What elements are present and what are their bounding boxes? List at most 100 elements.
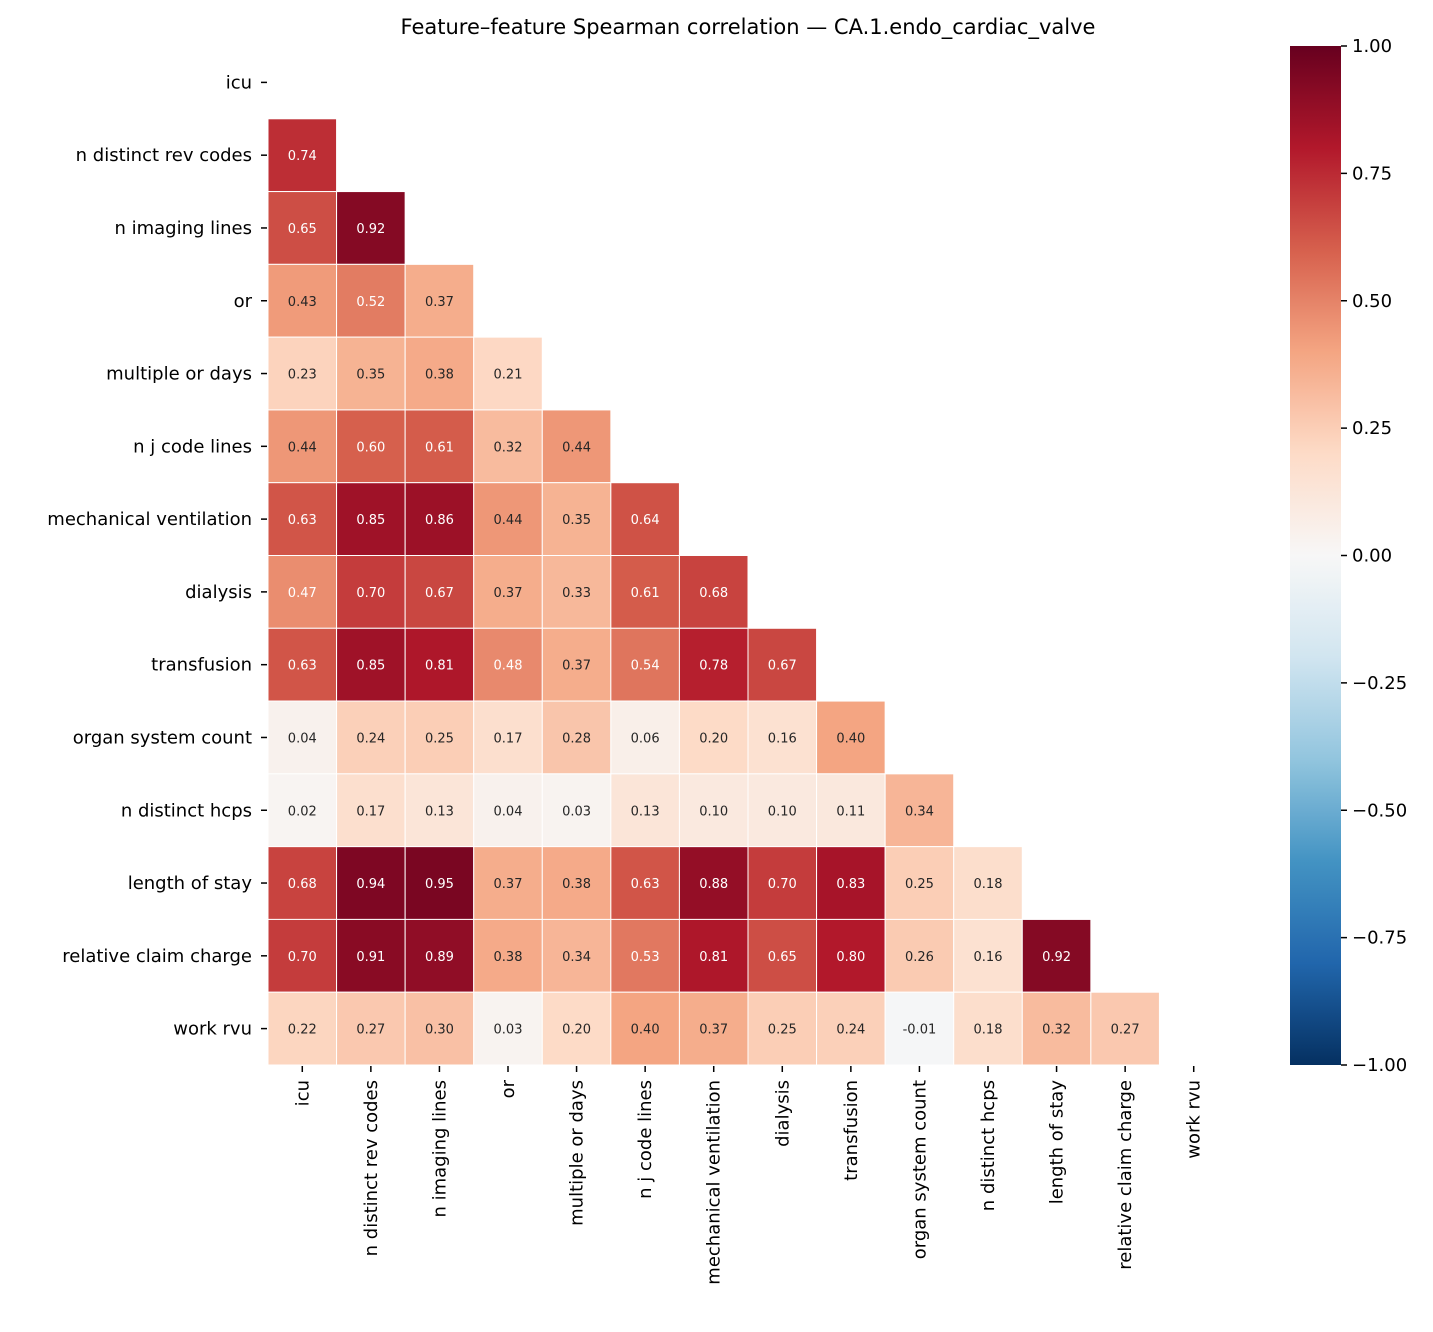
x-tick-label: relative claim charge xyxy=(1115,1080,1136,1270)
colorbar-tick-label: −0.75 xyxy=(1352,928,1407,949)
heatmap-cell xyxy=(473,482,543,557)
y-tick-label: n j code lines xyxy=(133,436,252,457)
cell-value-label: 0.32 xyxy=(1042,1023,1071,1038)
cell-value-label: 0.47 xyxy=(288,586,317,601)
cell-value-label: 0.06 xyxy=(631,731,660,746)
heatmap-cell xyxy=(267,773,338,848)
cell-value-label: 0.37 xyxy=(562,659,591,674)
heatmap-cell xyxy=(473,700,543,775)
heatmap-cell xyxy=(884,991,955,1066)
cell-value-label: 0.22 xyxy=(288,1023,317,1038)
cell-value-label: 0.86 xyxy=(425,513,454,528)
cell-value-label: 0.21 xyxy=(494,368,523,383)
cell-value-label: 0.38 xyxy=(494,950,523,965)
y-tick-label: organ system count xyxy=(73,727,252,748)
heatmap-cell xyxy=(884,773,955,848)
colorbar-tick-label: 1.00 xyxy=(1352,36,1392,57)
heatmap-cell xyxy=(953,991,1023,1066)
chart-title: Feature–feature Spearman correlation — C… xyxy=(401,15,1096,40)
cell-value-label: 0.68 xyxy=(288,877,317,892)
x-tick-label: icu xyxy=(292,1080,313,1106)
colorbar-ticks: 1.00 0.75 0.50 0.25 0.00 −0.25 −0.50 −0.75 −1.00 xyxy=(1341,36,1407,1076)
heatmap-cell xyxy=(336,336,406,411)
cell-value-label: 0.95 xyxy=(425,877,454,892)
heatmap-cell xyxy=(336,918,406,993)
cell-value-label: 0.10 xyxy=(699,804,728,819)
cell-value-label: 0.13 xyxy=(425,804,454,819)
y-tick-label: multiple or days xyxy=(106,364,252,385)
cell-value-label: 0.70 xyxy=(356,586,385,601)
x-tick-label: n distinct hcps xyxy=(978,1080,999,1211)
x-tick-label: n j code lines xyxy=(635,1080,656,1199)
cell-value-label: 0.65 xyxy=(288,222,317,237)
cell-value-label: 0.61 xyxy=(631,586,660,601)
cell-value-label: 0.63 xyxy=(288,659,317,674)
cell-value-label: 0.25 xyxy=(425,731,454,746)
cell-value-label: 0.24 xyxy=(836,1023,865,1038)
heatmap-cell xyxy=(610,482,680,557)
heatmap-cell xyxy=(816,991,886,1066)
cell-value-label: 0.85 xyxy=(356,659,385,674)
cell-value-label: 0.70 xyxy=(768,877,797,892)
cell-value-label: 0.03 xyxy=(494,1023,523,1038)
heatmap-cell xyxy=(747,991,818,1066)
cell-value-label: 0.64 xyxy=(631,513,660,528)
colorbar-tick-label: 0.75 xyxy=(1352,163,1392,184)
heatmap-cell xyxy=(404,700,475,775)
cell-value-label: 0.92 xyxy=(1042,950,1071,965)
y-tick-label: transfusion xyxy=(151,655,252,676)
colorbar-tick-label: 0.50 xyxy=(1352,291,1392,312)
colorbar-tick-label: −0.25 xyxy=(1352,673,1407,694)
cell-value-label: 0.91 xyxy=(356,950,385,965)
cell-value-label: 0.27 xyxy=(356,1023,385,1038)
heatmap-cell xyxy=(610,846,680,920)
heatmap-cell xyxy=(336,409,406,484)
cell-value-label: 0.37 xyxy=(494,586,523,601)
x-tick-label: length of stay xyxy=(1047,1080,1068,1205)
y-tick-label: mechanical ventilation xyxy=(47,509,252,530)
y-tick-label: relative claim charge xyxy=(62,946,252,967)
heatmap-cell xyxy=(610,918,680,993)
cell-value-label: 0.30 xyxy=(425,1023,454,1038)
cell-value-label: 0.48 xyxy=(494,659,523,674)
cell-value-label: 0.16 xyxy=(974,950,1003,965)
cell-value-label: 0.37 xyxy=(494,877,523,892)
heatmap-cell xyxy=(267,991,338,1066)
heatmap-cell xyxy=(953,918,1023,993)
y-tick-label: icu xyxy=(226,72,252,93)
heatmap-cell xyxy=(404,627,475,702)
cell-value-label: 0.25 xyxy=(768,1023,797,1038)
cell-value-label: 0.37 xyxy=(425,295,454,310)
cell-value-label: 0.74 xyxy=(288,149,317,164)
heatmap-cell xyxy=(473,336,543,411)
y-axis-labels: icu n distinct rev codes n imaging lines or… xyxy=(47,72,267,1040)
cell-value-label: 0.17 xyxy=(494,731,523,746)
cell-value-label: 0.28 xyxy=(562,731,591,746)
cell-value-label: 0.35 xyxy=(356,368,385,383)
cell-value-label: 0.20 xyxy=(699,731,728,746)
cell-value-label: 0.18 xyxy=(974,877,1003,892)
cell-value-label: 0.34 xyxy=(905,804,934,819)
x-tick-label: organ system count xyxy=(909,1080,930,1259)
heatmap-cell xyxy=(747,773,818,848)
heatmap-cell xyxy=(267,555,338,629)
cell-value-label: 0.60 xyxy=(356,440,385,455)
heatmap-cell xyxy=(267,700,338,775)
cell-value-label: 0.92 xyxy=(356,222,385,237)
heatmap-cell xyxy=(404,991,475,1066)
cell-value-label: 0.80 xyxy=(836,950,865,965)
heatmap-cell xyxy=(267,482,338,557)
heatmap-cell xyxy=(267,118,338,193)
cell-value-label: 0.65 xyxy=(768,950,797,965)
heatmap-cell xyxy=(473,846,543,920)
cell-value-label: 0.52 xyxy=(356,295,385,310)
heatmap-cell xyxy=(678,991,749,1066)
heatmap-cell xyxy=(816,918,886,993)
colorbar xyxy=(1290,46,1341,1065)
heatmap-cell xyxy=(541,991,612,1066)
cell-value-label: 0.54 xyxy=(631,659,660,674)
colorbar-tick-label: −1.00 xyxy=(1352,1055,1407,1076)
heatmap-cell xyxy=(747,918,818,993)
cell-value-label: 0.03 xyxy=(562,804,591,819)
y-tick-label: n distinct rev codes xyxy=(76,145,252,166)
